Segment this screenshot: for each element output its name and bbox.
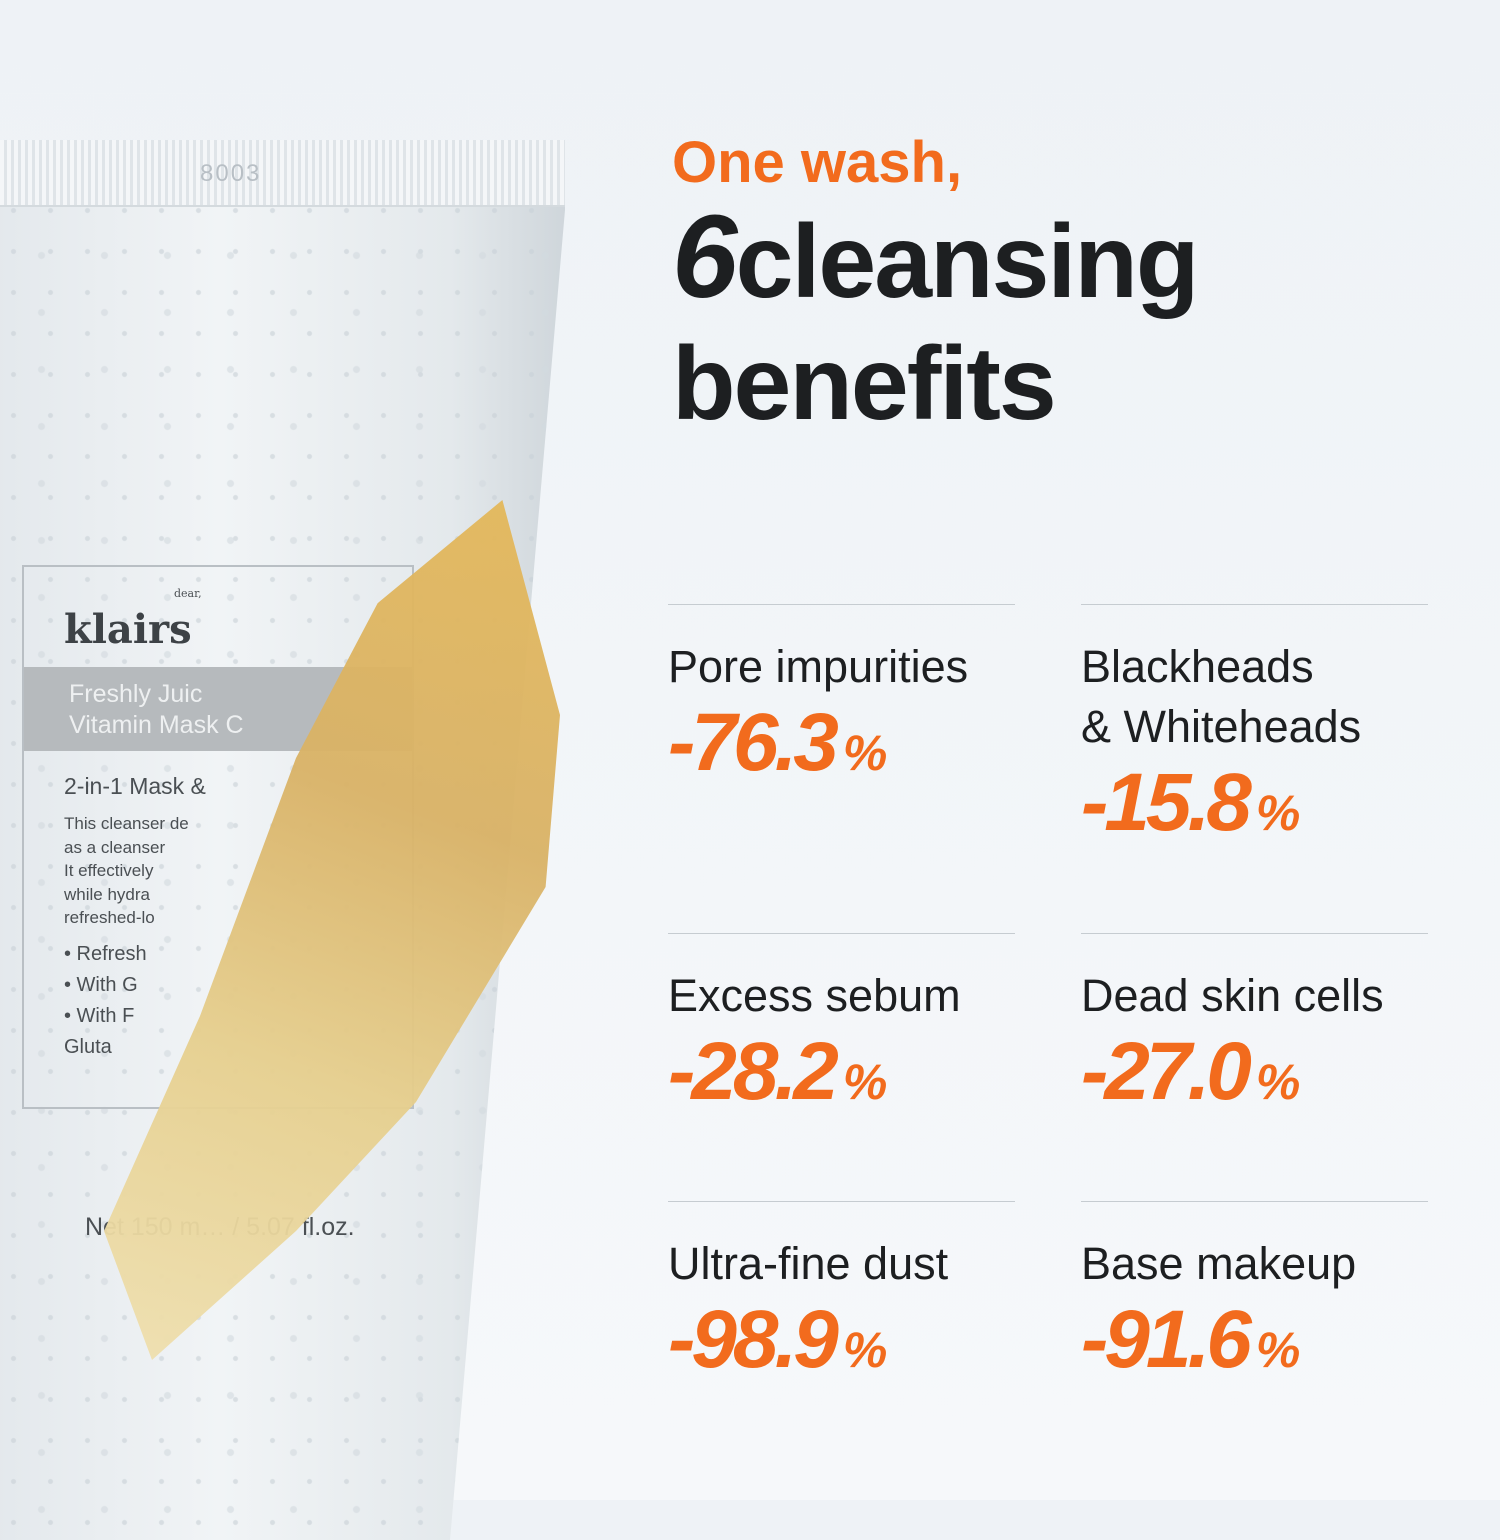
product-bullets: • Refresh • With G • With F Gluta — [64, 943, 147, 1058]
crimp-code: 8003 — [200, 160, 262, 187]
benefit-excess-sebum: Excess sebum -28.2% — [668, 933, 1015, 1128]
benefit-blackheads-whiteheads: Blackheads & Whiteheads -15.8% — [1081, 604, 1428, 859]
benefit-value: -98.9% — [668, 1294, 1015, 1396]
benefit-pore-impurities: Pore impurities -76.3% — [668, 604, 1015, 799]
headline-word: cleansing — [735, 204, 1200, 320]
benefit-label: Pore impurities — [668, 641, 969, 692]
headline-line3: benefits — [672, 326, 1057, 442]
benefit-label: Excess sebum — [668, 970, 961, 1021]
benefit-unit: % — [1255, 785, 1301, 841]
benefit-number: -27.0 — [1081, 1026, 1252, 1117]
benefit-label: Blackheads & Whiteheads — [1081, 641, 1362, 752]
headline-line2: 6cleansing — [672, 196, 1200, 323]
brand-logo: klairs — [64, 606, 192, 653]
product-description: This cleanser de as a cleanser It effect… — [64, 814, 189, 927]
headline: One wash, 6cleansing benefits — [672, 130, 1200, 445]
benefit-number: -98.9 — [668, 1294, 839, 1385]
benefit-unit: % — [1255, 1054, 1301, 1110]
product-name-line2: Vitamin Mask C — [69, 711, 244, 739]
benefit-label: Dead skin cells — [1081, 970, 1384, 1021]
product-subtitle: 2-in-1 Mask & — [64, 773, 206, 799]
benefit-unit: % — [842, 725, 888, 781]
benefit-ultra-fine-dust: Ultra-fine dust -98.9% — [668, 1201, 1015, 1396]
tube-crimp: 8003 — [0, 140, 565, 207]
benefit-unit: % — [1255, 1322, 1301, 1378]
headline-number: 6 — [672, 191, 738, 323]
benefit-value: -28.2% — [668, 1026, 1015, 1128]
benefit-unit: % — [842, 1054, 888, 1110]
benefit-label: Base makeup — [1081, 1238, 1357, 1289]
benefit-dead-skin-cells: Dead skin cells -27.0% — [1081, 933, 1428, 1128]
benefit-value: -76.3% — [668, 697, 1015, 799]
benefit-number: -91.6 — [1081, 1294, 1252, 1385]
benefit-label: Ultra-fine dust — [668, 1238, 949, 1289]
benefit-number: -28.2 — [668, 1026, 839, 1117]
benefit-base-makeup: Base makeup -91.6% — [1081, 1201, 1428, 1396]
product-name-line1: Freshly Juic — [69, 680, 203, 708]
product-label: dear, klairs Freshly Juic Vitamin Mask C… — [22, 565, 414, 1109]
benefit-unit: % — [842, 1322, 888, 1378]
brand-prefix: dear, — [174, 587, 202, 600]
benefit-number: -15.8 — [1081, 757, 1252, 848]
benefit-value: -27.0% — [1081, 1026, 1428, 1128]
headline-line1: One wash, — [672, 130, 963, 195]
benefit-value: -91.6% — [1081, 1294, 1428, 1396]
benefit-number: -76.3 — [668, 697, 839, 788]
benefit-value: -15.8% — [1081, 757, 1428, 859]
